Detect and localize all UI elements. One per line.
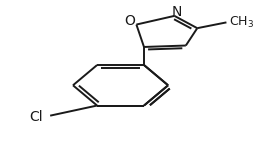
Text: CH$_3$: CH$_3$ <box>229 15 254 30</box>
Text: O: O <box>125 14 135 28</box>
Text: N: N <box>172 5 182 19</box>
Text: Cl: Cl <box>29 110 43 124</box>
